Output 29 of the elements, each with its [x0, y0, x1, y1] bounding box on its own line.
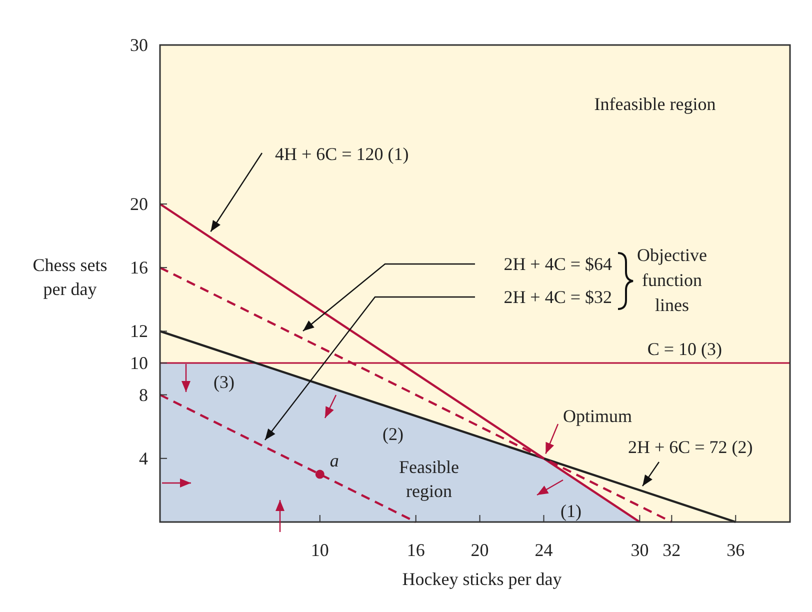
y-tick-label: 20 [130, 194, 148, 214]
y-tick-label: 10 [130, 353, 148, 373]
annotation: 2H + 4C = $32 [504, 287, 612, 307]
annotation: Infeasible region [594, 94, 716, 114]
ref-line-label: C = 10 (3) [647, 339, 722, 359]
x-tick-label: 10 [310, 540, 329, 560]
annotation: Feasible region [399, 457, 459, 501]
y-tick-label: 30 [130, 35, 148, 55]
y-tick-label: 16 [130, 258, 148, 278]
x-tick-label: 36 [726, 540, 745, 560]
series-label: a [330, 450, 339, 470]
y-axis-title: Chess sets per day [32, 255, 108, 299]
annotation: (2) [382, 424, 404, 444]
annotation: (3) [214, 372, 234, 392]
x-tick-label: 24 [534, 540, 553, 560]
annotation: Optimum [563, 406, 632, 426]
x-tick-label: 20 [470, 540, 489, 560]
y-tick-label: 12 [130, 321, 148, 342]
annotation: 2H + 6C = 72 (2) [628, 437, 753, 457]
x-tick-label: 16 [406, 540, 425, 560]
annotation: 4H + 6C = 120 (1) [275, 144, 409, 164]
x-tick-label: 32 [662, 540, 681, 560]
annotation: (1) [560, 501, 582, 521]
annotation: Objective function lines [637, 245, 707, 315]
y-tick-label: 8 [139, 384, 148, 405]
y-tick-label: 4 [139, 448, 148, 468]
x-tick-label: 30 [630, 540, 649, 560]
x-axis-title: Hockey sticks per day [402, 569, 562, 589]
annotation: 2H + 4C = $64 [504, 254, 612, 274]
